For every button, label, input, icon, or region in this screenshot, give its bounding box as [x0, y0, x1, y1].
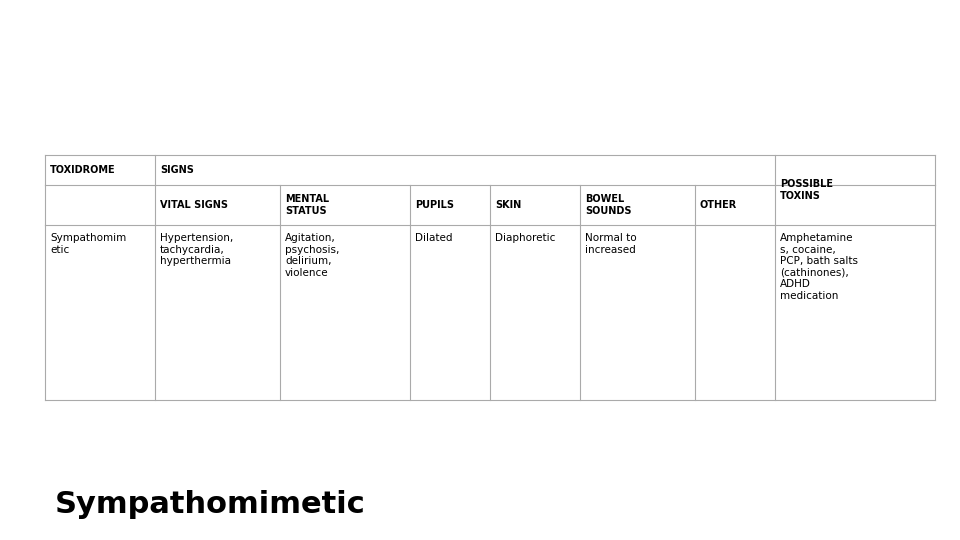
- Text: Amphetamine
s, cocaine,
PCP, bath salts
(cathinones),
ADHD
medication: Amphetamine s, cocaine, PCP, bath salts …: [780, 233, 858, 301]
- Text: Hypertension,
tachycardia,
hyperthermia: Hypertension, tachycardia, hyperthermia: [160, 233, 233, 266]
- Text: BOWEL
SOUNDS: BOWEL SOUNDS: [585, 194, 632, 216]
- Text: Normal to
increased: Normal to increased: [585, 233, 636, 254]
- Text: Sympathomimetic: Sympathomimetic: [55, 490, 366, 519]
- Text: POSSIBLE
TOXINS: POSSIBLE TOXINS: [780, 179, 833, 201]
- Text: TOXIDROME: TOXIDROME: [50, 165, 115, 175]
- Text: MENTAL
STATUS: MENTAL STATUS: [285, 194, 329, 216]
- Text: VITAL SIGNS: VITAL SIGNS: [160, 200, 228, 210]
- Text: Sympathomim
etic: Sympathomim etic: [50, 233, 127, 254]
- Text: PUPILS: PUPILS: [415, 200, 454, 210]
- Text: Dilated: Dilated: [415, 233, 452, 243]
- Text: SIGNS: SIGNS: [160, 165, 194, 175]
- Text: SKIN: SKIN: [495, 200, 521, 210]
- Text: Diaphoretic: Diaphoretic: [495, 233, 556, 243]
- Text: OTHER: OTHER: [700, 200, 737, 210]
- Text: Agitation,
psychosis,
delirium,
violence: Agitation, psychosis, delirium, violence: [285, 233, 340, 278]
